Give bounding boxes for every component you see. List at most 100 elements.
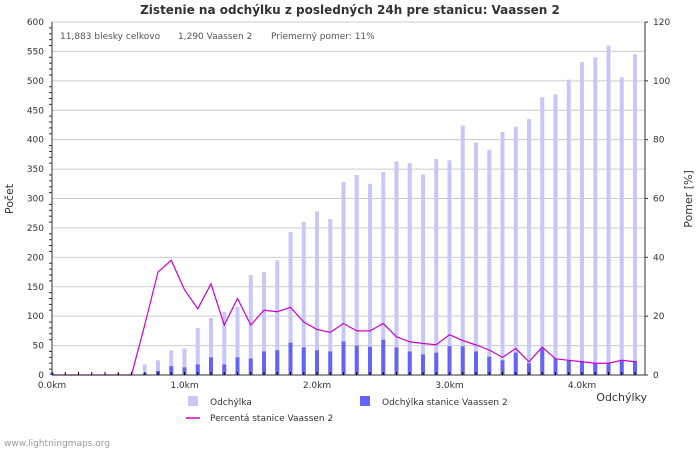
- y2-tick-label: 80: [653, 136, 665, 146]
- bar-station: [315, 350, 319, 375]
- y-tick-label: 600: [27, 18, 44, 28]
- bar-odchylka: [156, 360, 160, 375]
- bar-station: [288, 342, 293, 375]
- y-tick-label: 200: [27, 253, 44, 263]
- x-tick-label: 3.0km: [435, 381, 463, 391]
- y-tick-label: 450: [27, 106, 44, 116]
- y-tick-label: 550: [27, 47, 44, 57]
- bar-odchylka: [301, 222, 306, 375]
- bar-odchylka: [460, 125, 465, 376]
- bar-odchylka: [606, 45, 611, 376]
- bar-station: [301, 347, 306, 375]
- stat-total: 11,883 blesky celkovo: [60, 32, 161, 42]
- y-tick-label: 0: [38, 371, 44, 381]
- bar-station: [275, 350, 280, 375]
- y-tick-label: 150: [27, 283, 44, 293]
- bar-odchylka: [434, 159, 439, 375]
- bar-station: [633, 360, 637, 375]
- bar-odchylka: [566, 79, 571, 375]
- bar-station: [513, 352, 518, 375]
- y-tick-label: 400: [27, 136, 44, 146]
- legend-swatch-odchylka: [188, 396, 198, 406]
- y-tick-label: 300: [27, 195, 44, 205]
- bar-odchylka: [527, 119, 531, 375]
- stat-station: 1,290 Vaassen 2: [178, 32, 252, 42]
- bar-odchylka: [354, 174, 359, 375]
- bar-station: [209, 357, 213, 375]
- bar-station: [248, 358, 253, 375]
- bar-station: [527, 363, 531, 375]
- bar-odchylka: [209, 317, 213, 375]
- bar-odchylka: [222, 312, 227, 375]
- bar-station: [553, 358, 558, 375]
- bar-station: [434, 352, 439, 375]
- bar-odchylka: [341, 182, 346, 375]
- percent-line: [52, 259, 636, 376]
- y-axis-label: Počet: [3, 183, 16, 214]
- bar-station: [421, 354, 425, 375]
- x-tick-label: 4.0km: [568, 381, 596, 391]
- bar-odchylka: [487, 149, 492, 375]
- bar-odchylka: [288, 232, 293, 375]
- bar-odchylka: [633, 54, 637, 375]
- bar-odchylka: [328, 219, 333, 375]
- bar-station: [394, 347, 399, 375]
- bar-odchylka: [381, 172, 386, 375]
- bar-odchylka: [182, 348, 187, 375]
- bar-odchylka: [275, 260, 280, 375]
- bar-station: [474, 351, 478, 375]
- bar-station: [341, 341, 346, 375]
- y2-tick-label: 40: [653, 253, 665, 263]
- bar-odchylka: [447, 160, 452, 375]
- bar-station: [368, 346, 372, 375]
- bar-odchylka: [540, 97, 545, 375]
- bar-station: [487, 356, 492, 375]
- bar-odchylka: [142, 364, 147, 375]
- bar-odchylka: [500, 132, 505, 375]
- bar-station: [169, 366, 174, 375]
- y2-tick-label: 60: [653, 195, 665, 205]
- bar-station: [500, 360, 505, 375]
- bar-odchylka: [619, 77, 624, 375]
- y-tick-label: 100: [27, 312, 44, 322]
- y-tick-label: 50: [33, 342, 45, 352]
- y2-tick-label: 20: [653, 312, 665, 322]
- bar-station: [195, 364, 200, 375]
- x-tick-label: 1.0km: [170, 381, 198, 391]
- bar-odchylka: [421, 174, 425, 375]
- bar-odchylka: [553, 94, 558, 376]
- bar-station: [593, 363, 598, 375]
- x-tick-label: 0.0km: [38, 381, 66, 391]
- bar-odchylka: [368, 183, 372, 375]
- bar-station: [580, 360, 584, 375]
- bar-station: [606, 362, 611, 375]
- y-tick-label: 350: [27, 165, 44, 175]
- y-tick-label: 500: [27, 77, 44, 87]
- x-axis-label: Odchýlky: [596, 391, 647, 404]
- bar-odchylka: [195, 327, 200, 375]
- legend-station: Odchýlka stanice Vaassen 2: [382, 398, 508, 408]
- footer-credit: www.lightningmaps.org: [4, 439, 110, 449]
- bar-odchylka: [474, 142, 478, 375]
- bar-station: [222, 364, 227, 375]
- bar-odchylka: [580, 62, 584, 376]
- bar-odchylka: [169, 350, 174, 375]
- bar-station: [407, 351, 412, 375]
- bar-odchylka: [394, 161, 399, 375]
- legend-odchylka: Odchýlka: [210, 398, 252, 408]
- bar-station: [566, 360, 571, 375]
- bar-odchylka: [235, 306, 240, 375]
- bar-odchylka: [262, 272, 266, 375]
- bar-station: [619, 360, 624, 375]
- bar-station: [262, 351, 266, 375]
- bar-odchylka: [407, 163, 412, 375]
- y2-tick-label: 0: [653, 371, 659, 381]
- bar-station: [540, 348, 545, 375]
- legend-swatch-station: [360, 396, 370, 406]
- y2-tick-label: 100: [653, 77, 670, 87]
- bar-station: [354, 345, 359, 375]
- y2-tick-label: 120: [653, 18, 670, 28]
- bar-station: [182, 367, 187, 375]
